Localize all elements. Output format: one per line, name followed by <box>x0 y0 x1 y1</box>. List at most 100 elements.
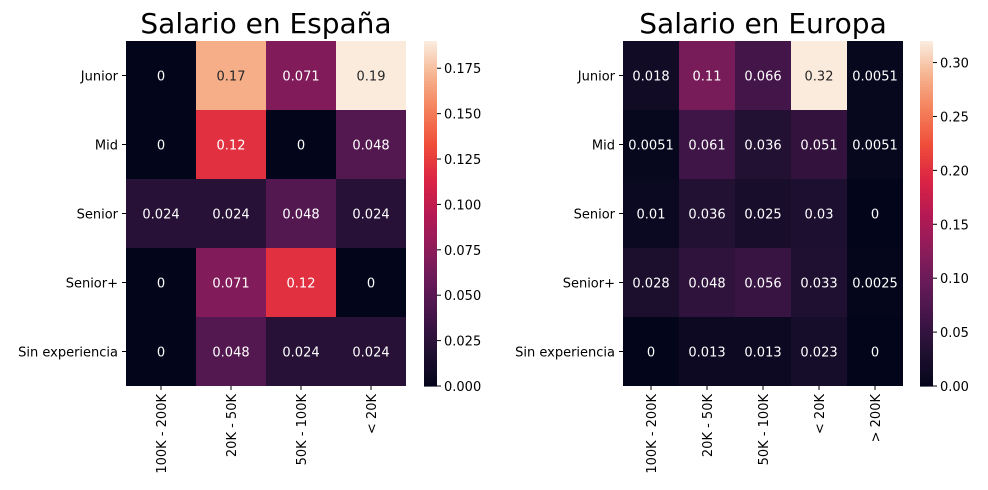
colorbar-segment <box>920 222 933 226</box>
colorbar-segment <box>424 250 437 255</box>
colorbar-segment <box>424 210 437 215</box>
heatmap-cell <box>126 41 196 110</box>
heatmap-cell <box>336 179 406 248</box>
colorbar-segment <box>920 101 933 105</box>
colorbar-segment <box>424 262 437 266</box>
colorbar-segment <box>424 184 437 189</box>
cell-value-label: 0.036 <box>744 139 781 154</box>
colorbar-segment <box>424 288 437 292</box>
cell-value-label: 0.19 <box>357 70 386 85</box>
colorbar-segment <box>424 291 437 295</box>
colorbar-segment <box>424 227 437 232</box>
colorbar-segment <box>920 363 933 367</box>
cell-value-label: 0.12 <box>287 277 316 292</box>
colorbar-segment <box>424 138 437 143</box>
colorbar-segment <box>424 282 437 286</box>
colorbar-segment <box>424 193 437 197</box>
colorbar-segment <box>424 121 437 125</box>
y-tick-label: Junior <box>577 70 616 85</box>
colorbar-segment <box>424 196 437 200</box>
heatmap-1: Salario en España 0 0.17 0.071 0.19 0 0.12 0 0.0… <box>18 7 481 474</box>
colorbar-segment <box>424 87 437 91</box>
colorbar-segment <box>424 328 437 332</box>
colorbar-segment <box>920 158 933 163</box>
colorbar-segment <box>424 81 437 85</box>
cell-value-label: 0 <box>297 139 305 154</box>
colorbar-segment <box>920 371 933 376</box>
colorbar-segment <box>920 173 933 177</box>
heatmap-cell <box>126 317 196 386</box>
cell-value-label: 0.024 <box>212 208 249 223</box>
cell-value-label: 0.023 <box>800 346 837 361</box>
colorbar-segment <box>424 173 437 177</box>
colorbar-segment <box>424 72 437 77</box>
colorbar-segment <box>424 296 437 301</box>
x-tick-label: < 20K <box>813 394 828 435</box>
cell-value-label: 0.071 <box>212 277 249 292</box>
colorbar-segment <box>424 357 437 361</box>
colorbar-segment <box>920 135 933 140</box>
colorbar-segment <box>920 357 933 361</box>
heatmap-cell <box>735 110 791 179</box>
colorbar-segment <box>424 75 437 79</box>
heatmap-cell <box>266 248 336 317</box>
colorbar-segment <box>424 311 437 315</box>
colorbar-segment <box>424 242 437 246</box>
colorbar-tick-label: 0.000 <box>444 380 481 395</box>
colorbar-segment <box>424 202 437 206</box>
colorbar-segment <box>424 314 437 318</box>
colorbar-segment <box>920 112 933 117</box>
colorbar-tick-label: 0.05 <box>940 326 969 341</box>
x-tick-label: 20K - 50K <box>225 394 240 458</box>
heatmap-cell <box>623 248 679 317</box>
colorbar-segment <box>920 276 933 281</box>
cell-value-label: 0.024 <box>352 346 389 361</box>
colorbar-segment <box>920 176 933 180</box>
colorbar-segment <box>920 144 933 148</box>
colorbar-segment <box>424 354 437 358</box>
cell-value-label: 0.048 <box>282 208 319 223</box>
colorbar-segment <box>424 89 437 94</box>
cell-value-label: 0.066 <box>744 70 781 85</box>
colorbar-segment <box>920 110 933 114</box>
colorbar-tick-label: 0.100 <box>444 198 481 213</box>
heatmap-cell <box>623 110 679 179</box>
colorbar-segment <box>424 276 437 281</box>
colorbar-segment <box>424 259 437 263</box>
colorbar-segment <box>920 250 933 255</box>
colorbar-segment <box>920 225 933 229</box>
colorbar-segment <box>424 52 437 56</box>
colorbar-segment <box>920 127 933 131</box>
colorbar-segment <box>920 383 933 387</box>
colorbar-tick-label: 0.025 <box>444 335 481 350</box>
colorbar-segment <box>920 377 933 381</box>
heatmap-cell <box>791 41 847 110</box>
colorbar-segment <box>424 383 437 387</box>
colorbar-segment <box>424 319 437 324</box>
colorbar-segment <box>920 288 933 292</box>
colorbar-segment <box>920 121 933 125</box>
colorbar-segment <box>424 279 437 284</box>
heatmap-cell <box>336 248 406 317</box>
colorbar-segment <box>424 256 437 261</box>
colorbar-segment <box>920 89 933 94</box>
cell-value-label: 0.025 <box>744 208 781 223</box>
cell-value-label: 0 <box>157 70 165 85</box>
colorbar-segment <box>920 308 933 312</box>
colorbar-segment <box>920 296 933 301</box>
heatmap-cell <box>735 248 791 317</box>
colorbar-segment <box>920 69 933 74</box>
heatmap-cell <box>126 110 196 179</box>
colorbar-segment <box>424 239 437 243</box>
colorbar-segment <box>424 245 437 249</box>
colorbar-segment <box>920 104 933 108</box>
colorbar-tick-label: 0.125 <box>444 153 481 168</box>
colorbar-segment <box>424 135 437 140</box>
colorbar-segment <box>424 158 437 163</box>
colorbar-segment <box>920 167 933 171</box>
colorbar-segment <box>920 242 933 246</box>
colorbar-segment <box>424 331 437 335</box>
colorbar-segment <box>920 219 933 223</box>
colorbar-segment <box>920 282 933 286</box>
cell-value-label: 0.013 <box>744 346 781 361</box>
